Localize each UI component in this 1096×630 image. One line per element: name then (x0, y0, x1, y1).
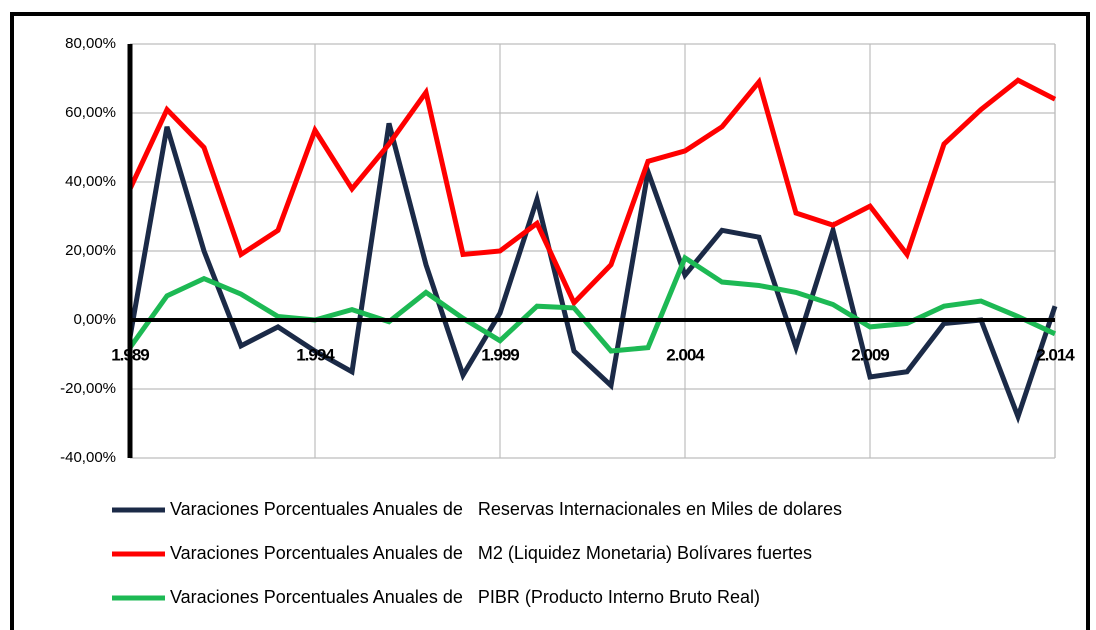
y-tick-label: -20,00% (60, 380, 116, 397)
y-tick-label: 60,00% (65, 104, 116, 121)
legend-label: Varaciones Porcentuales Anuales de M2 (L… (170, 543, 812, 563)
x-tick-label: 1.989 (111, 345, 149, 364)
labels: -40,00% -20,00% 0,00% 20,00% 40,00% 60,00% 80,… (60, 35, 1076, 607)
legend-label: Varaciones Porcentuales Anuales de Reser… (170, 499, 842, 519)
x-tick-label: 1.994 (296, 345, 335, 364)
y-tick-label: 80,00% (65, 35, 116, 52)
x-tick-label: 2.014 (1036, 345, 1075, 364)
y-tick-label: -40,00% (60, 449, 116, 466)
series-line (127, 254, 1057, 354)
grid (130, 43, 1056, 459)
series-line (127, 76, 1057, 308)
x-tick-label: 2.004 (666, 345, 705, 364)
x-tick-label: 2.009 (851, 345, 889, 364)
x-tick-label: 1.999 (481, 345, 519, 364)
frame (10, 12, 1090, 630)
y-tick-label: 20,00% (65, 242, 116, 259)
lines (127, 44, 1058, 458)
y-tick-label: 40,00% (65, 173, 116, 190)
legend-label: Varaciones Porcentuales Anuales de PIBR … (170, 587, 760, 607)
series-line (127, 122, 1058, 424)
y-tick-label: 0,00% (73, 311, 116, 328)
